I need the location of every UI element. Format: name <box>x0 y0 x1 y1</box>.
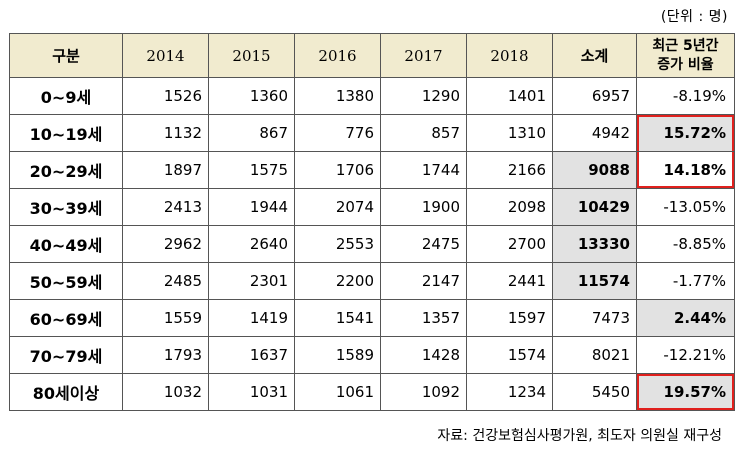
header-year-2016: 2016 <box>294 33 381 78</box>
value-cell: 1706 <box>294 151 381 189</box>
value-cell: 1541 <box>294 299 381 337</box>
value-cell: 1092 <box>380 373 467 411</box>
value-cell: 2098 <box>466 188 553 226</box>
subtotal-cell-highlighted: 10429 <box>552 188 637 226</box>
table-row: 80세이상 1032 1031 1061 1092 1234 5450 19.5… <box>9 373 735 411</box>
header-year-2015: 2015 <box>208 33 295 78</box>
age-cell: 80세이상 <box>9 373 123 411</box>
header-category: 구분 <box>9 33 123 78</box>
header-rate: 최근 5년간 증가 비율 <box>636 33 735 78</box>
value-cell: 2962 <box>122 225 209 263</box>
rate-cell-highlighted: 15.72% <box>636 114 735 152</box>
value-cell: 776 <box>294 114 381 152</box>
header-year-2017: 2017 <box>380 33 467 78</box>
value-cell: 1419 <box>208 299 295 337</box>
value-cell: 1132 <box>122 114 209 152</box>
header-year-2014: 2014 <box>122 33 209 78</box>
subtotal-cell: 4942 <box>552 114 637 152</box>
age-cell: 60~69세 <box>9 299 123 337</box>
value-cell: 1575 <box>208 151 295 189</box>
value-cell: 1401 <box>466 77 553 115</box>
header-rate-line1: 최근 5년간 <box>652 37 719 54</box>
header-rate-line2: 증가 비율 <box>657 56 714 73</box>
value-cell: 1234 <box>466 373 553 411</box>
rate-cell-highlighted: 2.44% <box>636 299 735 337</box>
rate-cell-highlighted: 19.57% <box>636 373 735 411</box>
subtotal-cell: 7473 <box>552 299 637 337</box>
value-cell: 2700 <box>466 225 553 263</box>
value-cell: 1900 <box>380 188 467 226</box>
table-row: 20~29세 1897 1575 1706 1744 2166 9088 14.… <box>9 151 735 189</box>
rate-cell: -12.21% <box>636 336 735 374</box>
table-row: 30~39세 2413 1944 2074 1900 2098 10429 -1… <box>9 188 735 226</box>
value-cell: 1380 <box>294 77 381 115</box>
table-row: 40~49세 2962 2640 2553 2475 2700 13330 -8… <box>9 225 735 263</box>
value-cell: 1597 <box>466 299 553 337</box>
table-row: 0~9세 1526 1360 1380 1290 1401 6957 -8.19… <box>9 77 735 115</box>
value-cell: 1589 <box>294 336 381 374</box>
age-cell: 40~49세 <box>9 225 123 263</box>
rate-cell: -8.19% <box>636 77 735 115</box>
value-cell: 2485 <box>122 262 209 300</box>
age-cell: 50~59세 <box>9 262 123 300</box>
source-note: 자료: 건강보험심사평가원, 최도자 의원실 재구성 <box>437 428 722 444</box>
table-row: 50~59세 2485 2301 2200 2147 2441 11574 -1… <box>9 262 735 300</box>
table-row: 10~19세 1132 867 776 857 1310 4942 15.72% <box>9 114 735 152</box>
value-cell: 2200 <box>294 262 381 300</box>
age-cell: 30~39세 <box>9 188 123 226</box>
value-cell: 2301 <box>208 262 295 300</box>
header-subtotal: 소계 <box>552 33 637 78</box>
subtotal-cell: 8021 <box>552 336 637 374</box>
value-cell: 857 <box>380 114 467 152</box>
value-cell: 2166 <box>466 151 553 189</box>
value-cell: 2074 <box>294 188 381 226</box>
table-row: 70~79세 1793 1637 1589 1428 1574 8021 -12… <box>9 336 735 374</box>
value-cell: 1559 <box>122 299 209 337</box>
value-cell: 2475 <box>380 225 467 263</box>
subtotal-cell: 5450 <box>552 373 637 411</box>
statistics-table: 구분 2014 2015 2016 2017 2018 소계 최근 5년간 증가… <box>9 33 735 411</box>
value-cell: 1031 <box>208 373 295 411</box>
value-cell: 1032 <box>122 373 209 411</box>
value-cell: 2640 <box>208 225 295 263</box>
header-year-2018: 2018 <box>466 33 553 78</box>
age-cell: 0~9세 <box>9 77 123 115</box>
value-cell: 1526 <box>122 77 209 115</box>
header-row: 구분 2014 2015 2016 2017 2018 소계 최근 5년간 증가… <box>9 33 735 78</box>
subtotal-cell-highlighted: 13330 <box>552 225 637 263</box>
rate-cell: -1.77% <box>636 262 735 300</box>
value-cell: 1310 <box>466 114 553 152</box>
value-cell: 2441 <box>466 262 553 300</box>
value-cell: 1574 <box>466 336 553 374</box>
subtotal-cell-highlighted: 9088 <box>552 151 637 189</box>
value-cell: 1744 <box>380 151 467 189</box>
value-cell: 1061 <box>294 373 381 411</box>
value-cell: 1290 <box>380 77 467 115</box>
table-row: 60~69세 1559 1419 1541 1357 1597 7473 2.4… <box>9 299 735 337</box>
value-cell: 1357 <box>380 299 467 337</box>
unit-note: (단위 : 명) <box>660 9 728 25</box>
value-cell: 2413 <box>122 188 209 226</box>
value-cell: 867 <box>208 114 295 152</box>
subtotal-cell: 6957 <box>552 77 637 115</box>
rate-cell: -13.05% <box>636 188 735 226</box>
value-cell: 1793 <box>122 336 209 374</box>
value-cell: 1360 <box>208 77 295 115</box>
value-cell: 1944 <box>208 188 295 226</box>
age-cell: 10~19세 <box>9 114 123 152</box>
subtotal-cell-highlighted: 11574 <box>552 262 637 300</box>
age-cell: 20~29세 <box>9 151 123 189</box>
rate-cell: -8.85% <box>636 225 735 263</box>
value-cell: 2147 <box>380 262 467 300</box>
value-cell: 2553 <box>294 225 381 263</box>
value-cell: 1897 <box>122 151 209 189</box>
value-cell: 1428 <box>380 336 467 374</box>
rate-cell-highlighted: 14.18% <box>636 151 735 189</box>
age-cell: 70~79세 <box>9 336 123 374</box>
value-cell: 1637 <box>208 336 295 374</box>
